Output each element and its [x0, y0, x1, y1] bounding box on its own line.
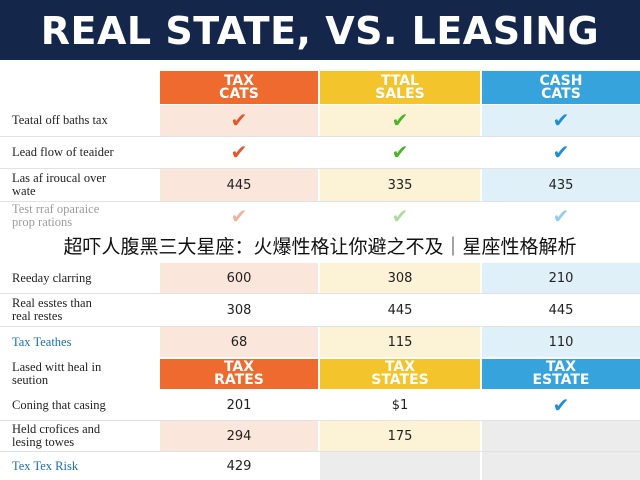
cell-cash-cats: ✔	[482, 202, 640, 230]
check-icon: ✔	[391, 110, 409, 132]
check-icon: ✔	[552, 110, 570, 132]
cell-text: Tax Teathes	[12, 334, 72, 349]
table-row: Coning that casing 201 $1 ✔	[0, 390, 640, 420]
row-label: Tax Teathes	[0, 327, 158, 357]
cell-text: Lased witt heal in seution	[12, 360, 102, 387]
row-label: Coning that casing	[0, 390, 158, 420]
cell-tax-cats: ✔	[160, 105, 318, 136]
check-icon: ✔	[230, 205, 248, 228]
cell-text: Reeday clarring	[12, 270, 92, 285]
cell-text: Coning that casing	[12, 397, 106, 412]
cell-tax-cats: ✔	[160, 202, 318, 230]
check-icon: ✔	[552, 142, 570, 164]
row-label: Held crofices and lesing towes	[0, 421, 158, 451]
table-row: Test rraf oparaice prop rations ✔ ✔ ✔	[0, 202, 640, 230]
cell-tax-estate	[482, 452, 640, 480]
cell-tax-states: 175	[320, 421, 480, 451]
row-divider	[0, 293, 640, 294]
table-row: Tax Teathes 68 115 110	[0, 327, 640, 357]
check-icon: ✔	[552, 393, 570, 417]
cell-ttal-sales: 115	[320, 327, 480, 357]
row-label: Tex Tex Risk	[0, 452, 158, 480]
row-label: Test rraf oparaice prop rations	[0, 202, 158, 230]
table-row: Tex Tex Risk 429	[0, 452, 640, 480]
cell-text: TAX ESTATE	[532, 359, 590, 388]
cell-text: TAX STATES	[371, 359, 429, 388]
cell-tax-estate	[482, 421, 640, 451]
cell-cash-cats: ✔	[482, 137, 640, 168]
cell-ttal-sales: ✔	[320, 202, 480, 230]
cell-tax-cats: 445	[160, 169, 318, 201]
row-divider	[0, 201, 640, 202]
row-divider	[0, 136, 640, 137]
row-label: Real esstes than real restes	[0, 294, 158, 326]
cell-cash-cats: 445	[548, 302, 574, 318]
cell-text: Test rraf oparaice prop rations	[12, 202, 100, 229]
cell-ttal-sales: 335	[320, 169, 480, 201]
overlay-caption: 超吓人腹黑三大星座：火爆性格让你避之不及｜星座性格解析	[63, 235, 577, 258]
cell-text: Tex Tex Risk	[12, 458, 79, 473]
cell-tax-rates: 294	[160, 421, 318, 451]
cell-cash-cats: 110	[482, 327, 640, 357]
check-icon: ✔	[230, 142, 248, 164]
table-row: Las af iroucal over wate 445 335 435	[0, 169, 640, 201]
cell-tax-cats: 308	[226, 302, 252, 318]
row-label: Las af iroucal over wate	[0, 169, 158, 201]
table-row: Lead flow of teaider ✔ ✔ ✔	[0, 137, 640, 168]
row-label: Lased witt heal in seution	[0, 359, 158, 389]
row-divider	[0, 168, 640, 169]
cell-tax-rates: 429	[226, 458, 252, 474]
cell-text: Teatal off baths tax	[12, 113, 108, 127]
cell-tax-rates: 201	[226, 397, 252, 413]
header-tax-estate: TAX ESTATE	[482, 359, 640, 389]
cell-tax-cats: 68	[160, 327, 318, 357]
row-label: Reeday clarring	[0, 263, 158, 293]
cell-text: TTAL SALES	[375, 72, 425, 102]
table-row: Reeday clarring 600 308 210	[0, 263, 640, 293]
header-tax-cats: TAX CATS	[160, 71, 318, 104]
table-header-row: TAX CATS TTAL SALES CASH CATS	[0, 71, 640, 104]
header-tax-rates: TAX RATES	[160, 359, 318, 389]
cell-ttal-sales: ✔	[320, 105, 480, 136]
table-row: Real esstes than real restes 308 445 445	[0, 294, 640, 326]
row-divider	[0, 420, 640, 421]
row-divider	[0, 326, 640, 327]
cell-text: TAX RATES	[214, 359, 264, 388]
cell-text: Real esstes than real restes	[12, 296, 92, 323]
header-tax-states: TAX STATES	[320, 359, 480, 389]
comparison-table: TAX CATS TTAL SALES CASH CATS Teatal off ba…	[0, 71, 640, 480]
check-icon: ✔	[230, 110, 248, 132]
cell-tax-estate: ✔	[482, 390, 640, 420]
header-ttal-sales: TTAL SALES	[320, 71, 480, 104]
cell-cash-cats: ✔	[482, 105, 640, 136]
cell-text: TAX CATS	[219, 72, 259, 102]
check-icon: ✔	[391, 205, 409, 228]
cell-tax-cats: ✔	[160, 137, 318, 168]
caption-overlay	[14, 229, 626, 261]
cell-ttal-sales: 445	[387, 302, 413, 318]
header-cash-cats: CASH CATS	[482, 71, 640, 104]
table-subheader-row: Lased witt heal in seution TAX RATES TAX ST…	[0, 359, 640, 389]
row-label: Teatal off baths tax	[0, 105, 158, 136]
cell-tax-states	[320, 452, 480, 480]
check-icon: ✔	[552, 205, 570, 228]
page-title: REAL STATE, VS. LEASING	[40, 9, 600, 53]
table-row: Teatal off baths tax ✔ ✔ ✔	[0, 105, 640, 136]
cell-tax-cats: 600	[160, 263, 318, 293]
row-divider	[0, 451, 640, 452]
cell-text: Las af iroucal over wate	[12, 171, 107, 198]
cell-text: Lead flow of teaider	[12, 145, 114, 159]
table-row: Held crofices and lesing towes 294 175	[0, 421, 640, 451]
banner: REAL STATE, VS. LEASING	[0, 0, 640, 60]
row-label: Lead flow of teaider	[0, 137, 158, 168]
check-icon: ✔	[391, 142, 409, 164]
cell-cash-cats: 435	[482, 169, 640, 201]
cell-tax-states: $1	[391, 397, 409, 413]
cell-text: CASH CATS	[539, 72, 583, 102]
cell-ttal-sales: ✔	[320, 137, 480, 168]
cell-text: Held crofices and lesing towes	[12, 422, 101, 449]
cell-ttal-sales: 308	[320, 263, 480, 293]
cell-cash-cats: 210	[482, 263, 640, 293]
